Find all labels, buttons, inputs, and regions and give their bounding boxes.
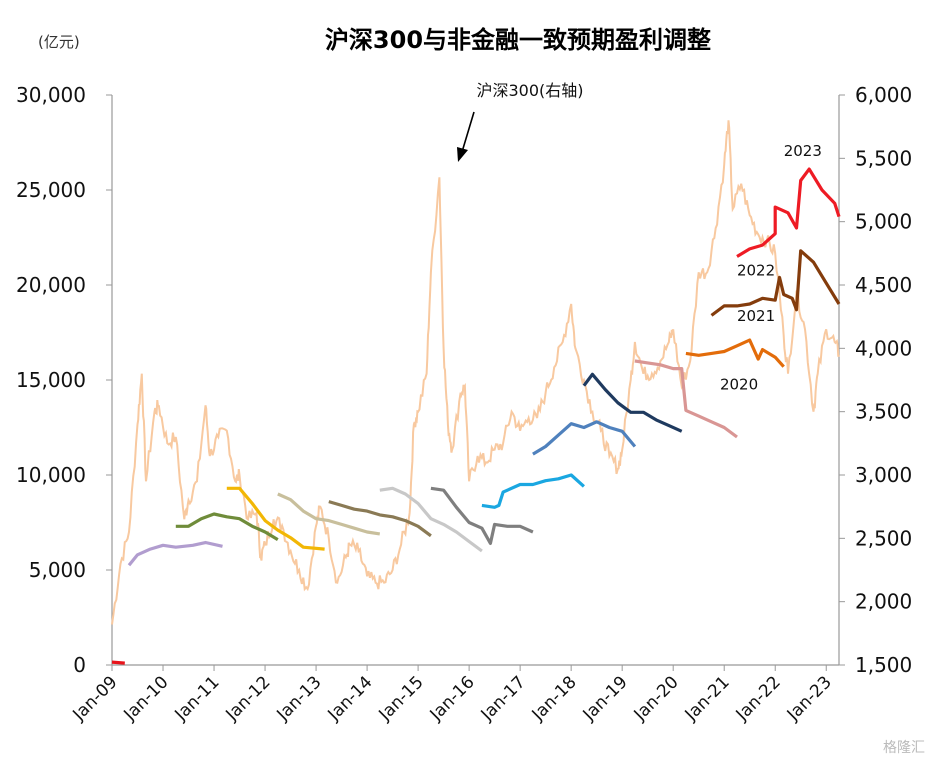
right-tick-label: 5,500 [855, 146, 912, 170]
earnings-line-2021 [685, 338, 785, 368]
index-line-hs300 [111, 120, 840, 625]
right-tick-label: 3,000 [855, 463, 912, 487]
earnings-line-2011 [175, 512, 279, 541]
right-tick-label: 2,000 [855, 590, 912, 614]
axes: 0 5,000 10,000 15,000 20,000 25,000 30,000 1,50… [16, 83, 912, 725]
earnings-line-2023 [736, 167, 841, 258]
series-labels: 2020 2021 2022 2023 [720, 142, 822, 394]
earnings-series [111, 167, 841, 665]
x-tick-label: Jan-15 [375, 672, 428, 725]
right-tick-label: 3,500 [855, 400, 912, 424]
x-tick-label: Jan-13 [273, 672, 326, 725]
x-tick-label: Jan-16 [426, 672, 479, 725]
x-tick-label: Jan-17 [477, 672, 530, 725]
x-tick-label: Jan-20 [630, 672, 683, 725]
x-tick-label: Jan-14 [324, 672, 377, 725]
x-tick-label: Jan-22 [732, 672, 785, 725]
index-series [111, 120, 840, 625]
x-tick-label: Jan-10 [120, 672, 173, 725]
earnings-line-2009 [111, 660, 125, 665]
chart-title: 沪深300与非金融一致预期盈利调整 [325, 26, 711, 54]
earnings-line-2022 [710, 249, 841, 317]
watermark: 格隆汇 [883, 740, 925, 756]
right-tick-label: 5,000 [855, 210, 912, 234]
x-tick-label: Jan-19 [579, 672, 632, 725]
earnings-line-2016 [430, 486, 534, 545]
earnings-line-2013 [277, 492, 381, 536]
right-tick-label: 1,500 [855, 653, 912, 677]
x-tick-label: Jan-18 [528, 672, 581, 725]
left-tick-label: 25,000 [16, 178, 86, 202]
earnings-line-2017 [481, 473, 585, 509]
earnings-line-2020 [634, 359, 738, 439]
x-tick-label: Jan-09 [69, 672, 122, 725]
left-axis-unit: (亿元) [38, 33, 80, 51]
x-tick-label: Jan-11 [171, 672, 224, 725]
right-tick-label: 4,000 [855, 336, 912, 360]
x-tick-label: Jan-23 [783, 672, 836, 725]
series-label-2022: 2022 [737, 262, 775, 280]
earnings-line-2015 [379, 486, 483, 553]
earnings-line-2012 [226, 486, 325, 551]
right-tick-label: 2,500 [855, 526, 912, 550]
x-tick-label: Jan-21 [681, 672, 734, 725]
right-tick-label: 6,000 [855, 83, 912, 107]
earnings-line-2019 [582, 372, 683, 433]
left-tick-label: 5,000 [29, 558, 86, 582]
index-annotation-text: 沪深300(右轴) [476, 81, 583, 100]
left-tick-label: 0 [73, 653, 86, 677]
annotation-arrowhead [457, 147, 468, 162]
series-label-2023: 2023 [784, 142, 822, 160]
left-tick-label: 20,000 [16, 273, 86, 297]
earnings-line-2018 [532, 420, 637, 456]
series-label-2020: 2020 [720, 376, 758, 394]
series-label-2021: 2021 [737, 307, 775, 325]
annotation-arrow-line [461, 111, 475, 153]
left-tick-label: 15,000 [16, 368, 86, 392]
x-tick-label: Jan-12 [222, 672, 275, 725]
left-tick-label: 30,000 [16, 83, 86, 107]
earnings-line-2014 [328, 500, 432, 538]
earnings-line-2010 [127, 540, 223, 567]
left-tick-label: 10,000 [16, 463, 86, 487]
right-tick-label: 4,500 [855, 273, 912, 297]
index-annotation: 沪深300(右轴) [457, 81, 584, 162]
